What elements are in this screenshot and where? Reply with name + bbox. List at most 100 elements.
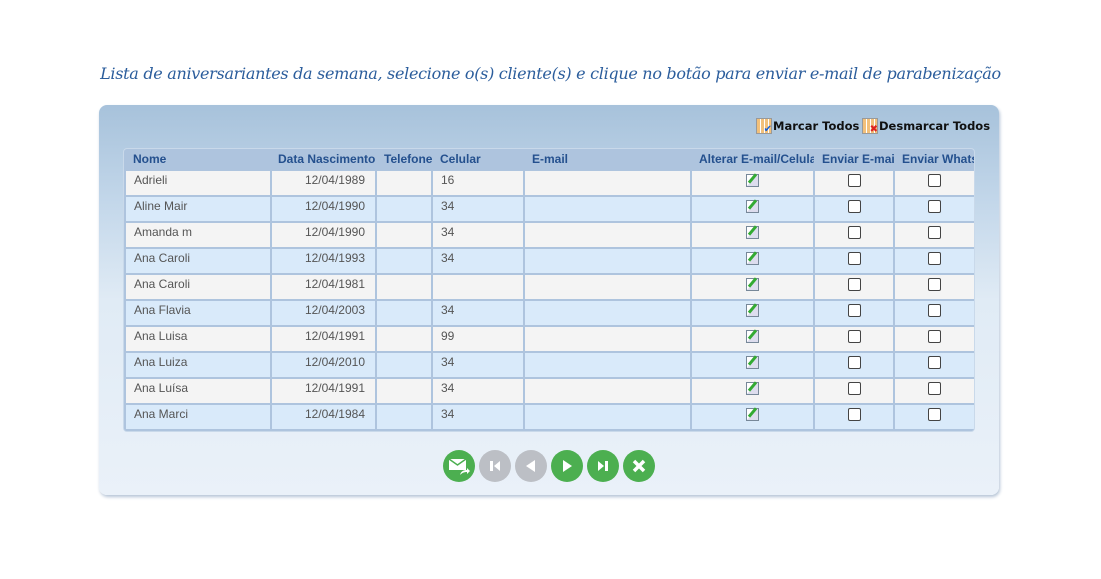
phone-cell — [375, 273, 433, 301]
check-grid-icon: ✔ — [756, 118, 772, 135]
name-cell: Amanda m — [124, 221, 272, 249]
table-row: Ana Marci 12/04/1984 34 — [124, 403, 974, 431]
send-email-checkbox[interactable] — [847, 278, 861, 291]
send-email-checkbox[interactable] — [847, 226, 861, 239]
send-whats-checkbox[interactable] — [928, 304, 941, 317]
send-whats-checkbox[interactable] — [928, 200, 941, 213]
birthdate-cell: 12/04/1984 — [270, 403, 377, 431]
send-whats-checkbox[interactable] — [928, 382, 941, 395]
email-cell — [523, 299, 692, 327]
birthdate-cell: 12/04/1981 — [270, 273, 377, 301]
edit-cell — [690, 273, 815, 301]
send-email-checkbox[interactable] — [847, 304, 861, 317]
send-email-cell — [813, 195, 895, 223]
edit-icon[interactable] — [746, 330, 759, 343]
send-email-checkbox[interactable] — [847, 174, 861, 187]
send-email-checkbox[interactable] — [847, 382, 861, 395]
edit-icon[interactable] — [746, 408, 759, 421]
uncheck-grid-icon: ✖ — [862, 118, 878, 135]
mobile-cell: 34 — [431, 377, 525, 405]
send-email-checkbox[interactable] — [847, 252, 861, 265]
edit-cell — [690, 351, 815, 379]
phone-cell — [375, 351, 433, 379]
column-header: Telefone — [384, 152, 432, 166]
edit-cell — [690, 299, 815, 327]
unmark-all-button[interactable]: ✖ Desmarcar Todos — [862, 118, 991, 135]
edit-icon[interactable] — [746, 226, 759, 239]
mobile-cell: 34 — [431, 403, 525, 431]
edit-cell — [690, 169, 815, 197]
phone-cell — [375, 403, 433, 431]
unmark-all-label: Desmarcar Todos — [879, 119, 991, 133]
phone-cell — [375, 325, 433, 353]
send-whats-checkbox[interactable] — [928, 330, 941, 343]
send-whats-cell — [893, 325, 974, 353]
send-email-button[interactable] — [443, 450, 475, 482]
send-email-cell — [813, 221, 895, 249]
mobile-cell: 34 — [431, 351, 525, 379]
send-email-cell — [813, 403, 895, 431]
birthdate-cell: 12/04/2010 — [270, 351, 377, 379]
send-whats-checkbox[interactable] — [928, 278, 941, 291]
edit-icon[interactable] — [746, 278, 759, 291]
table-row: Ana Caroli 12/04/1981 — [124, 273, 974, 301]
table-row: Ana Flavia 12/04/2003 34 — [124, 299, 974, 327]
edit-icon[interactable] — [746, 356, 759, 369]
birthdate-cell: 12/04/1989 — [270, 169, 377, 197]
close-icon — [631, 458, 647, 474]
send-email-icon — [448, 456, 470, 476]
send-email-cell — [813, 247, 895, 275]
phone-cell — [375, 221, 433, 249]
send-whats-checkbox[interactable] — [928, 356, 941, 369]
mobile-cell: 34 — [431, 299, 525, 327]
edit-cell — [690, 221, 815, 249]
send-whats-checkbox[interactable] — [928, 226, 941, 239]
birthday-table: Nome Data Nascimento Telefone Celular E-mail… — [123, 148, 975, 432]
edit-icon[interactable] — [746, 200, 759, 213]
table-row: Amanda m 12/04/1990 34 — [124, 221, 974, 249]
mobile-cell: 34 — [431, 247, 525, 275]
first-page-button — [479, 450, 511, 482]
send-email-checkbox[interactable] — [847, 356, 861, 369]
send-whats-cell — [893, 169, 974, 197]
next-page-button[interactable] — [551, 450, 583, 482]
column-header: E-mail — [532, 152, 569, 166]
close-button[interactable] — [623, 450, 655, 482]
edit-icon[interactable] — [746, 252, 759, 265]
edit-icon[interactable] — [746, 304, 759, 317]
mobile-cell: 99 — [431, 325, 525, 353]
email-cell — [523, 273, 692, 301]
table-row: Ana Luiza 12/04/2010 34 — [124, 351, 974, 379]
pagination-toolbar — [443, 450, 655, 482]
edit-cell — [690, 247, 815, 275]
send-whats-checkbox[interactable] — [928, 174, 941, 187]
edit-icon[interactable] — [746, 174, 759, 187]
column-header: Data Nascimento — [278, 152, 376, 166]
name-cell: Adrieli — [124, 169, 272, 197]
name-cell: Ana Caroli — [124, 247, 272, 275]
birthday-panel: ✔ Marcar Todos ✖ Desmarcar Todos Nome Dat… — [99, 105, 999, 495]
send-email-checkbox[interactable] — [847, 408, 861, 421]
send-email-cell — [813, 169, 895, 197]
send-email-cell — [813, 299, 895, 327]
send-email-cell — [813, 351, 895, 379]
mobile-cell: 34 — [431, 195, 525, 223]
table-row: Aline Mair 12/04/1990 34 — [124, 195, 974, 223]
send-email-checkbox[interactable] — [847, 330, 861, 343]
send-whats-cell — [893, 351, 974, 379]
send-whats-cell — [893, 247, 974, 275]
last-page-button[interactable] — [587, 450, 619, 482]
email-cell — [523, 221, 692, 249]
send-whats-checkbox[interactable] — [928, 252, 941, 265]
send-email-checkbox[interactable] — [847, 200, 861, 213]
email-cell — [523, 377, 692, 405]
previous-page-icon — [523, 458, 539, 474]
birthdate-cell: 12/04/1990 — [270, 195, 377, 223]
name-cell: Ana Flavia — [124, 299, 272, 327]
email-cell — [523, 325, 692, 353]
mark-all-button[interactable]: ✔ Marcar Todos — [756, 118, 859, 135]
mobile-cell — [431, 273, 525, 301]
edit-icon[interactable] — [746, 382, 759, 395]
send-whats-checkbox[interactable] — [928, 408, 941, 421]
edit-cell — [690, 195, 815, 223]
